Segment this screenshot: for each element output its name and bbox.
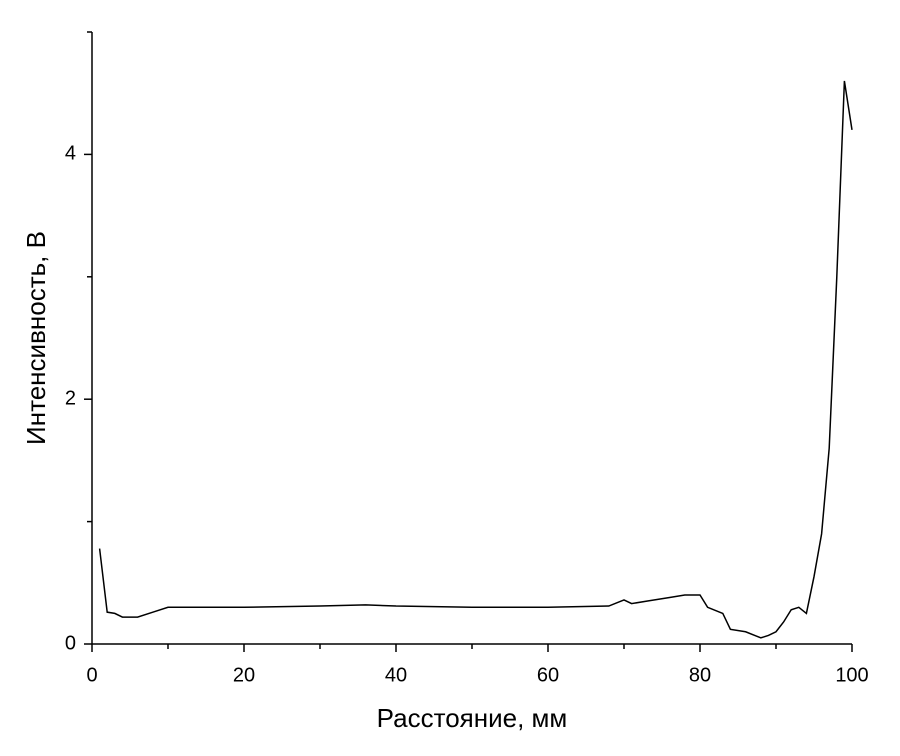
y-axis-label: Интенсивность, В: [21, 231, 51, 445]
x-tick-label: 40: [385, 664, 407, 686]
y-tick-label: 0: [65, 632, 76, 654]
x-tick-label: 0: [86, 664, 97, 686]
x-axis-label: Расстояние, мм: [377, 703, 568, 733]
x-tick-label: 60: [537, 664, 559, 686]
data-line: [98, 80, 853, 639]
y-tick-label: 2: [65, 387, 76, 409]
x-tick-label: 80: [689, 664, 711, 686]
x-tick-label: 100: [835, 664, 868, 686]
x-tick-label: 20: [233, 664, 255, 686]
y-tick-label: 4: [65, 143, 76, 165]
